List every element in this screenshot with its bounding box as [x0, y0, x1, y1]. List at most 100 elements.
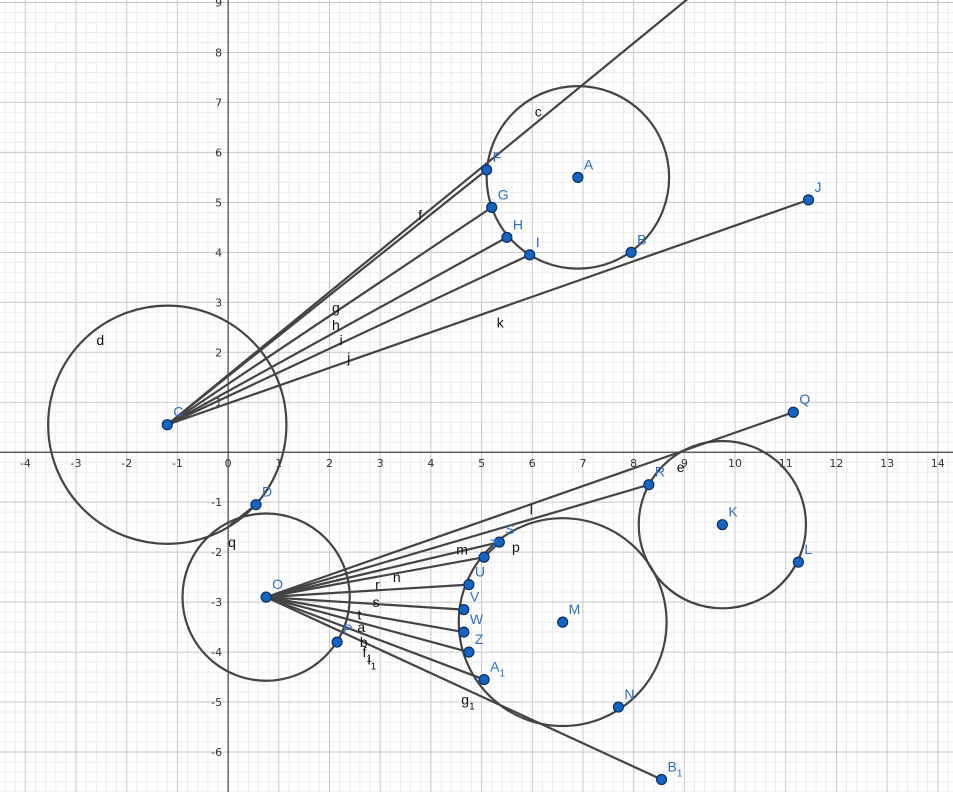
y-tick-label: -3 — [211, 596, 222, 609]
object-label: m — [456, 542, 468, 558]
segment[interactable] — [265, 411, 795, 599]
object-label: i — [340, 332, 343, 348]
y-tick-label: -2 — [211, 546, 222, 559]
segment[interactable] — [265, 596, 470, 654]
point-H[interactable] — [501, 231, 513, 243]
point-G[interactable] — [486, 201, 498, 213]
object-label: g1 — [461, 692, 475, 713]
x-tick-label: -2 — [121, 457, 132, 470]
point-T[interactable] — [478, 551, 490, 563]
point-Z[interactable] — [463, 646, 475, 658]
segment[interactable] — [166, 253, 531, 426]
point-B[interactable] — [625, 246, 637, 258]
object-label: q — [228, 534, 236, 550]
point-label: V — [470, 589, 480, 605]
object-label: a — [357, 619, 365, 635]
point-V[interactable] — [458, 604, 470, 616]
x-tick-label: 3 — [377, 457, 384, 470]
point-O[interactable] — [260, 591, 272, 603]
point-label: S — [505, 521, 514, 537]
segment[interactable] — [166, 168, 488, 426]
point-label: A — [584, 156, 594, 172]
circles[interactable] — [47, 85, 808, 728]
segment[interactable] — [265, 583, 470, 599]
point-M[interactable] — [557, 616, 569, 628]
point-A[interactable] — [572, 171, 584, 183]
y-tick-label: 5 — [215, 196, 222, 209]
segments[interactable] — [166, 0, 810, 781]
point-label: T — [490, 536, 499, 552]
y-tick-label: 4 — [215, 246, 222, 259]
segment[interactable] — [265, 541, 501, 599]
object-label: r — [375, 577, 380, 593]
point-label: B — [637, 231, 646, 247]
segment[interactable] — [265, 483, 650, 599]
circle-d[interactable] — [47, 304, 288, 545]
circle-M-circle[interactable] — [457, 517, 668, 728]
segment[interactable] — [265, 596, 465, 634]
y-tick-label: 9 — [215, 0, 222, 9]
x-tick-label: 14 — [931, 457, 945, 470]
y-tick-label: -4 — [211, 646, 222, 659]
segment[interactable] — [265, 596, 486, 681]
segment[interactable] — [265, 596, 465, 611]
x-tick-label: 5 — [478, 457, 485, 470]
point-D[interactable] — [250, 499, 262, 511]
object-label: l — [530, 502, 533, 518]
point-S[interactable] — [493, 536, 505, 548]
point-label: D — [262, 484, 272, 500]
segment[interactable] — [166, 198, 810, 426]
point-C[interactable] — [161, 419, 173, 431]
segment[interactable] — [166, 206, 493, 426]
segment[interactable] — [265, 556, 486, 599]
point-label: G — [498, 186, 509, 202]
x-tick-label: 8 — [630, 457, 637, 470]
x-tick-label: 6 — [529, 457, 536, 470]
y-tick-label: 1 — [215, 396, 222, 409]
point-label: P — [343, 621, 352, 637]
point-L[interactable] — [792, 556, 804, 568]
x-tick-label: 4 — [427, 457, 434, 470]
point-F[interactable] — [481, 164, 493, 176]
object-label: c — [535, 103, 542, 119]
points[interactable] — [161, 164, 815, 786]
segment[interactable] — [166, 236, 509, 426]
point-W[interactable] — [458, 626, 470, 638]
object-label: g — [332, 299, 340, 315]
point-label: W — [470, 611, 484, 627]
point-label: U — [475, 564, 485, 580]
object-label: j — [346, 349, 350, 365]
point-A1[interactable] — [478, 673, 490, 686]
point-R[interactable] — [643, 479, 655, 491]
point-label: O — [272, 576, 283, 592]
point-J[interactable] — [802, 194, 815, 206]
segment[interactable] — [265, 596, 663, 781]
point-B1[interactable] — [655, 773, 668, 786]
point-label: M — [569, 601, 581, 617]
point-P[interactable] — [331, 636, 343, 648]
point-U[interactable] — [463, 579, 475, 591]
y-tick-label: 3 — [215, 296, 222, 309]
point-Q[interactable] — [787, 406, 799, 418]
circle-c[interactable] — [485, 85, 671, 270]
point-label: C — [173, 404, 183, 420]
x-tick-label: 13 — [880, 457, 894, 470]
point-K[interactable] — [716, 519, 728, 531]
circle-e[interactable] — [637, 439, 808, 610]
segment[interactable] — [166, 0, 689, 426]
circle-q[interactable] — [181, 512, 351, 682]
y-tick-label: 7 — [215, 96, 222, 109]
x-tick-label: -3 — [71, 457, 82, 470]
point-label: B1 — [668, 759, 683, 780]
object-label: n — [393, 569, 401, 585]
point-N[interactable] — [612, 701, 625, 713]
point-I[interactable] — [524, 249, 536, 261]
y-tick-label: -6 — [211, 746, 222, 759]
x-tick-label: 7 — [579, 457, 586, 470]
point-label: Q — [799, 391, 810, 407]
